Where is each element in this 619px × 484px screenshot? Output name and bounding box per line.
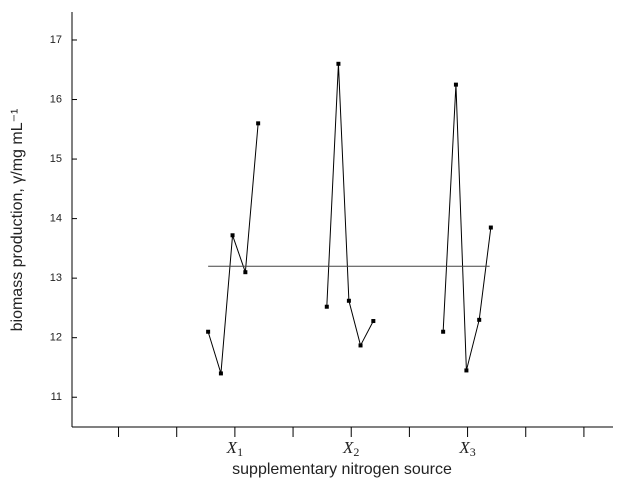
y-tick-label: 11 xyxy=(51,391,62,403)
series-line xyxy=(326,63,374,347)
point xyxy=(453,82,458,87)
point xyxy=(358,343,363,348)
point xyxy=(243,270,248,275)
x-axis-title: supplementary nitrogen source xyxy=(232,461,452,478)
point xyxy=(477,317,482,322)
series-line xyxy=(207,123,259,374)
series-line xyxy=(442,84,492,371)
point xyxy=(218,371,223,376)
x-tick-label: X3 xyxy=(458,438,475,459)
point xyxy=(441,329,446,334)
y-tick-label: 12 xyxy=(50,332,62,344)
y-axis-title: biomass production, γ/mg mL⁻¹ xyxy=(9,109,26,332)
y-tick-label: 14 xyxy=(50,213,62,225)
x-tick-label: X1 xyxy=(226,438,243,459)
y-tick-label: 17 xyxy=(50,34,62,46)
point xyxy=(256,121,261,126)
point xyxy=(230,233,235,238)
y-tick-label: 16 xyxy=(50,93,62,105)
y-tick-label: 13 xyxy=(50,272,62,284)
point xyxy=(464,368,469,373)
point xyxy=(324,304,329,309)
point xyxy=(488,225,493,230)
point xyxy=(371,319,376,324)
x-tick-label: X2 xyxy=(342,438,359,459)
y-tick-label: 15 xyxy=(50,153,62,165)
point xyxy=(346,298,351,303)
point xyxy=(336,61,341,66)
point xyxy=(206,329,211,334)
